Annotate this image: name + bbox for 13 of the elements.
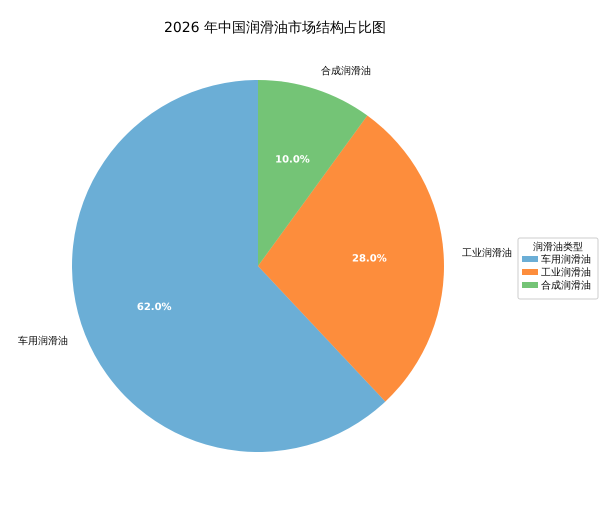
slice-label: 合成润滑油 xyxy=(321,65,372,78)
legend-label: 车用润滑油 xyxy=(541,254,591,266)
legend-label: 工业润滑油 xyxy=(541,266,591,279)
pie-slice xyxy=(258,116,444,402)
data-label: 62.0% xyxy=(136,302,172,313)
legend-title: 润滑油类型 xyxy=(533,241,583,253)
slice-label: 工业润滑油 xyxy=(462,246,512,259)
data-label: 10.0% xyxy=(275,154,310,166)
chart-title: 2026 年中国润滑油市场结构占比图 xyxy=(164,20,386,36)
legend-label: 合成润滑油 xyxy=(541,280,591,292)
pie-slice xyxy=(72,80,386,452)
slice-label: 车用润滑油 xyxy=(18,335,68,348)
data-label: 28.0% xyxy=(352,254,387,265)
